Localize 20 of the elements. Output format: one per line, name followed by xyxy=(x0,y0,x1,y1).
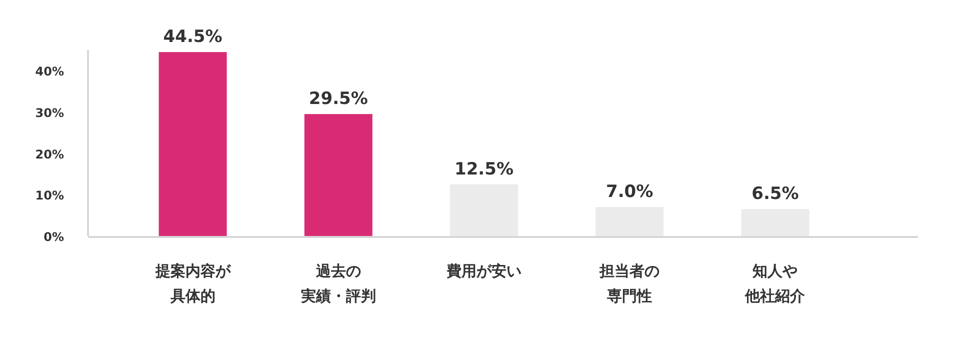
data-label: 7.0% xyxy=(606,182,654,202)
data-label: 12.5% xyxy=(454,159,514,180)
bar xyxy=(450,184,518,236)
data-label: 29.5% xyxy=(308,89,368,110)
data-label: 6.5% xyxy=(752,184,799,204)
y-tick-label: 20% xyxy=(35,147,64,162)
y-tick-label: 40% xyxy=(35,64,64,79)
x-tick-label: 費用が安い xyxy=(446,262,522,280)
y-tick-label: 0% xyxy=(44,230,64,244)
data-label: 44.5% xyxy=(163,27,222,48)
bar xyxy=(596,207,664,236)
x-tick-label: 過去の実績・評判 xyxy=(300,262,376,305)
bar xyxy=(741,209,810,236)
x-tick-label: 担当者の専門性 xyxy=(598,262,660,305)
x-tick-label: 知人や他社紹介 xyxy=(744,262,806,305)
bar xyxy=(158,52,227,236)
y-tick-label: 30% xyxy=(35,106,64,120)
x-tick-label: 提案内容が具体的 xyxy=(154,262,232,305)
y-tick-label: 10% xyxy=(35,188,64,203)
bar xyxy=(304,114,372,236)
